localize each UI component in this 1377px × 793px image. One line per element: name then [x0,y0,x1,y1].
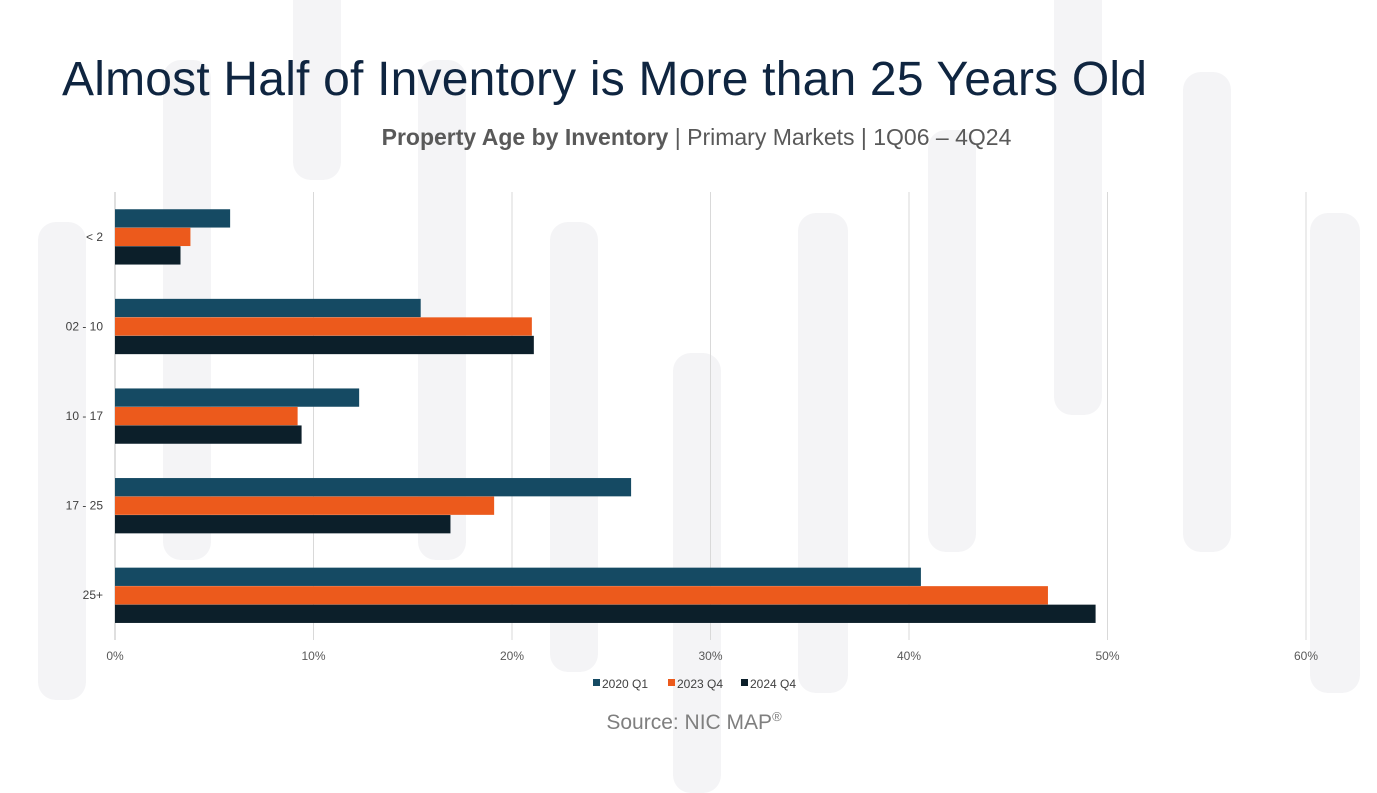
legend-swatch [593,679,600,686]
source-text: Source: NIC MAP [606,711,773,734]
y-category-label: 10 - 17 [66,409,104,423]
bar [115,496,495,515]
legend-label: 2024 Q4 [750,677,796,691]
background-pill [293,0,341,180]
background-pill [928,130,976,552]
legend-swatch [741,679,748,686]
bar [115,586,1048,605]
legend-label: 2023 Q4 [677,677,723,691]
source-note: Source: NIC MAP® [0,709,1377,735]
bar [115,515,451,534]
background-pill [38,222,86,700]
x-tick-label: 50% [1095,649,1119,663]
y-category-label: < 2 [86,230,103,244]
page-title: Almost Half of Inventory is More than 25… [62,53,1148,106]
x-tick-label: 30% [698,649,722,663]
chart-subtitle: Property Age by Inventory | Primary Mark… [0,124,1377,151]
bar [115,567,921,586]
y-category-label: 25+ [83,588,103,602]
x-tick-label: 60% [1294,649,1318,663]
bar [115,406,298,426]
y-category-label: 02 - 10 [66,319,104,333]
bar [115,209,231,228]
x-tick-label: 20% [500,649,524,663]
background-pill [418,60,466,560]
legend-label: 2020 Q1 [602,677,648,691]
x-tick-label: 0% [106,649,124,663]
bar [115,604,1096,623]
background-pill [1310,213,1360,693]
bar [115,298,421,318]
bar [115,317,532,336]
chart-subtitle-bold: Property Age by Inventory [381,124,669,150]
chart-subtitle-rest: | Primary Markets | 1Q06 – 4Q24 [668,124,1012,150]
x-tick-label: 10% [301,649,325,663]
registered-mark: ® [772,709,782,724]
bar [115,227,191,247]
background-pill [1054,0,1102,415]
bar [115,246,181,265]
x-tick-label: 40% [897,649,921,663]
bar [115,478,632,497]
bar [115,425,302,444]
bar [115,388,360,407]
bar [115,335,534,355]
legend-swatch [668,679,675,686]
background-pill [1183,72,1231,552]
y-category-label: 17 - 25 [66,499,104,513]
